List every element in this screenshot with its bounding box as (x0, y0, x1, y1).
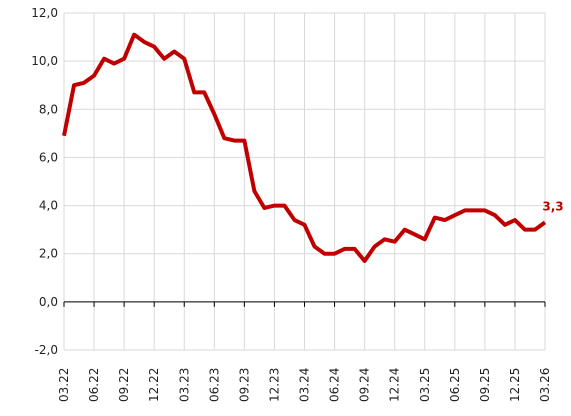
y-tick-label: -2,0 (35, 343, 58, 357)
x-tick-label: 09.24 (358, 368, 372, 402)
data-label: 3,3 (542, 199, 563, 213)
y-tick-label: 10,0 (31, 54, 58, 68)
x-tick-label: 06.22 (87, 368, 101, 402)
x-tick-label: 03.24 (298, 368, 312, 402)
x-tick-label: 06.24 (328, 368, 342, 402)
y-tick-label: 12,0 (31, 6, 58, 20)
x-tick-label: 12.22 (147, 368, 161, 402)
line-series (62, 32, 547, 263)
y-tick-label: 8,0 (39, 102, 58, 116)
x-tick-label: 03.22 (57, 368, 71, 402)
y-tick-label: 0,0 (39, 295, 58, 309)
x-tick-label: 03.23 (177, 368, 191, 402)
x-tick-label: 03.26 (538, 368, 552, 402)
x-tick-label: 12.23 (267, 368, 281, 402)
x-tick-label: 12.24 (388, 368, 402, 402)
x-tick-label: 09.23 (237, 368, 251, 402)
x-tick-label: 09.22 (117, 368, 131, 402)
y-tick-label: 2,0 (39, 247, 58, 261)
y-tick-label: 6,0 (39, 150, 58, 164)
x-tick-label: 09.25 (478, 368, 492, 402)
y-tick-label: 4,0 (39, 199, 58, 213)
x-tick-label: 06.25 (448, 368, 462, 402)
x-tick-label: 03.25 (418, 368, 432, 402)
x-tick-label: 12.25 (508, 368, 522, 402)
x-tick-label: 06.23 (207, 368, 221, 402)
